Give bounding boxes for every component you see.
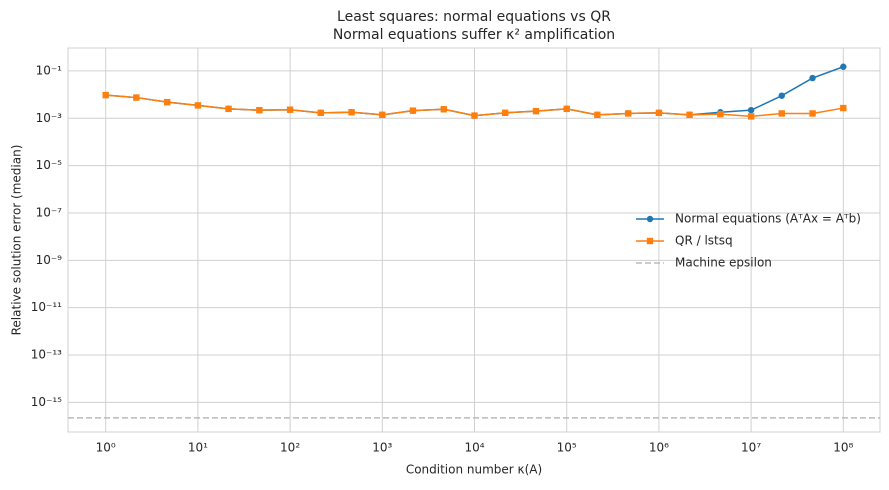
data-point — [809, 74, 816, 82]
data-point — [747, 106, 755, 114]
data-point — [717, 110, 724, 118]
y-tick-label: 10⁻⁵ — [36, 158, 63, 172]
data-point — [256, 106, 263, 114]
data-point — [840, 63, 847, 70]
data-point — [133, 94, 140, 101]
data-point — [348, 109, 355, 116]
legend-label: QR / lstsq — [675, 234, 733, 248]
legend-label: Machine epsilon — [675, 256, 772, 270]
plot-frame — [67, 47, 881, 433]
y-tick-label: 10⁻¹ — [36, 63, 63, 77]
data-point — [686, 111, 693, 119]
y-tick-label: 10⁻⁷ — [36, 205, 63, 219]
y-tick-label: 10⁻⁹ — [36, 253, 63, 267]
data-point — [624, 110, 632, 117]
chart-title: Least squares: normal equations vs QR — [337, 9, 611, 25]
x-tick-label: 10⁷ — [741, 441, 761, 455]
x-tick-label: 10¹ — [188, 441, 208, 455]
y-axis-label: Relative solution error (median) — [10, 145, 24, 336]
data-point — [778, 92, 785, 99]
data-point — [747, 113, 755, 120]
data-point — [501, 109, 509, 117]
x-tick-label: 10⁶ — [649, 441, 669, 455]
y-tick-label: 10⁻³ — [36, 111, 63, 125]
data-point — [563, 105, 570, 113]
data-point — [409, 107, 417, 114]
x-tick-label: 10² — [280, 441, 300, 455]
x-tick-label: 10⁵ — [557, 441, 577, 455]
x-tick-label: 10⁴ — [464, 441, 484, 455]
data-point — [594, 111, 601, 119]
data-point — [655, 109, 663, 117]
data-point — [840, 104, 847, 112]
data-point — [102, 91, 109, 99]
data-point — [194, 102, 202, 109]
data-point — [440, 106, 447, 113]
legend-marker — [646, 215, 654, 223]
legend-marker — [646, 237, 654, 245]
data-point — [532, 107, 540, 115]
x-tick-label: 10⁰ — [96, 441, 116, 455]
data-point — [225, 105, 232, 113]
legend-label: Normal equations (AᵀAx = Aᵀb) — [675, 212, 861, 226]
data-point — [471, 112, 478, 119]
data-point — [317, 109, 324, 117]
data-point — [286, 106, 294, 113]
y-tick-label: 10⁻¹⁵ — [31, 395, 62, 409]
x-tick-label: 10³ — [372, 441, 392, 455]
data-point — [379, 111, 386, 119]
data-point — [778, 110, 785, 117]
data-point — [809, 110, 816, 117]
y-tick-label: 10⁻¹¹ — [31, 300, 62, 314]
x-axis-label: Condition number κ(A) — [406, 463, 542, 477]
data-point — [163, 98, 171, 106]
y-tick-label: 10⁻¹³ — [31, 348, 62, 362]
chart-subtitle: Normal equations suffer κ² amplification — [333, 27, 615, 43]
x-tick-label: 10⁸ — [833, 441, 853, 455]
